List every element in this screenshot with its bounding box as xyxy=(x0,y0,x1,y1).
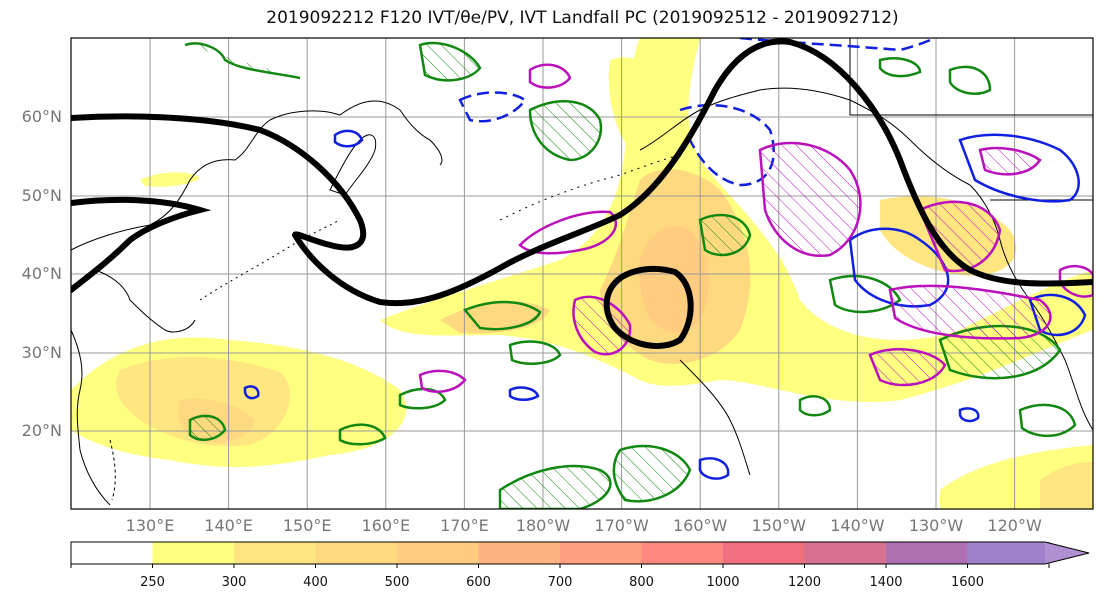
map-frame xyxy=(70,37,1094,510)
green-contour xyxy=(508,340,562,365)
colorbar-label: 1200 xyxy=(787,575,822,590)
asia-coast xyxy=(71,100,443,251)
colorbar-segment xyxy=(478,542,561,564)
magenta-contour xyxy=(528,63,572,89)
colorbar-segment xyxy=(723,542,805,564)
magenta-contour xyxy=(758,141,862,258)
latitude-label: 40°N xyxy=(21,264,62,283)
colorbar-segment xyxy=(886,542,968,564)
magenta-contour xyxy=(868,348,947,387)
green-contour xyxy=(462,300,542,331)
colorbar-label: 600 xyxy=(466,575,491,590)
blue-contour-dashed xyxy=(739,38,936,52)
pacific-islands xyxy=(679,359,751,476)
canada-border xyxy=(849,38,1093,116)
pv-contour-main xyxy=(71,38,1093,307)
magenta-contour xyxy=(418,369,467,393)
longitude-label: 150°W xyxy=(751,516,806,535)
colorbar-label: 1000 xyxy=(706,575,740,590)
magenta-contour xyxy=(888,284,1052,340)
longitude-label: 120°W xyxy=(987,516,1042,535)
magenta-contour xyxy=(918,200,1002,273)
green-contour xyxy=(528,100,603,162)
colorbar-segment xyxy=(315,542,398,564)
blue-contour xyxy=(508,386,540,401)
green-contour xyxy=(184,41,482,82)
magenta-contour xyxy=(1058,264,1093,298)
colorbar-segment xyxy=(641,542,724,564)
colorbar xyxy=(70,541,1090,568)
colorbar-label: 500 xyxy=(384,575,410,590)
blue-contour xyxy=(848,227,950,308)
green-contour xyxy=(188,414,227,441)
green-contour xyxy=(948,65,992,95)
gridlines xyxy=(71,38,1093,509)
pv-contours xyxy=(71,38,1093,349)
ivt-small-patch xyxy=(140,172,200,187)
magenta-contours xyxy=(418,63,1093,393)
longitude-label: 160°E xyxy=(361,516,411,535)
pv-contour-west xyxy=(71,196,212,293)
blue-contour xyxy=(698,457,730,480)
green-contour xyxy=(1018,403,1077,438)
longitude-label: 150°E xyxy=(282,516,332,535)
longitude-label: 180°W xyxy=(515,516,571,535)
aleutians xyxy=(499,154,681,221)
green-contour xyxy=(498,464,612,509)
ivt-southeast-core xyxy=(1040,462,1093,509)
colorbar-frame xyxy=(70,541,1090,565)
longitude-label: 140°W xyxy=(830,516,885,535)
magenta-contour xyxy=(978,146,1042,176)
longitude-label: 170°W xyxy=(594,516,649,535)
longitude-label: 130°E xyxy=(125,516,175,535)
colorbar-extend-arrow xyxy=(1045,542,1089,564)
colorbar-label: 250 xyxy=(140,575,165,590)
pv-contour-closed-low xyxy=(603,266,694,349)
green-contour xyxy=(398,387,447,410)
colorbar-segment xyxy=(71,542,153,564)
blue-contour xyxy=(958,407,980,423)
longitude-label: 140°E xyxy=(204,516,253,535)
korea-japan xyxy=(94,269,196,333)
colorbar-label: 300 xyxy=(221,575,247,590)
blue-contour xyxy=(1028,293,1087,337)
colorbar-segment xyxy=(560,542,642,564)
blue-contour xyxy=(243,385,260,400)
colorbar-segment xyxy=(804,542,887,564)
green-contour xyxy=(878,57,922,78)
colorbar-label: 1400 xyxy=(869,575,903,590)
blue-contour xyxy=(333,129,364,148)
green-contour xyxy=(612,444,692,503)
green-contour xyxy=(698,213,752,257)
green-contour xyxy=(338,423,387,446)
colorbar-label: 400 xyxy=(303,575,328,590)
colorbar-label: 800 xyxy=(629,575,654,590)
colorbar-label: 1600 xyxy=(950,575,985,590)
figure-title: 2019092212 F120 IVT/θe/PV, IVT Landfall … xyxy=(266,8,899,28)
colorbar-segment xyxy=(234,542,316,564)
china-coast xyxy=(71,329,111,506)
colorbar-segment xyxy=(967,542,1050,564)
latitude-label: 50°N xyxy=(21,186,62,205)
green-contours xyxy=(184,41,1077,509)
longitude-label: 130°W xyxy=(908,516,964,535)
blue-contour-dashed xyxy=(458,91,527,123)
philippines xyxy=(109,439,116,501)
alaska-coast xyxy=(639,87,971,186)
green-contour xyxy=(798,395,832,417)
colorbar-segment xyxy=(397,542,479,564)
longitude-label: 160°W xyxy=(673,516,728,535)
blue-contour xyxy=(958,133,1080,203)
magenta-contour xyxy=(518,210,617,255)
longitude-label: 170°E xyxy=(440,516,489,535)
colorbar-label: 700 xyxy=(547,575,573,590)
latitude-label: 60°N xyxy=(21,107,62,126)
latitude-label: 30°N xyxy=(21,343,62,362)
latitude-label: 20°N xyxy=(21,421,62,440)
kamchatka xyxy=(329,134,377,196)
ivt-plume-inner xyxy=(639,226,709,333)
colorbar-segment xyxy=(152,542,235,564)
